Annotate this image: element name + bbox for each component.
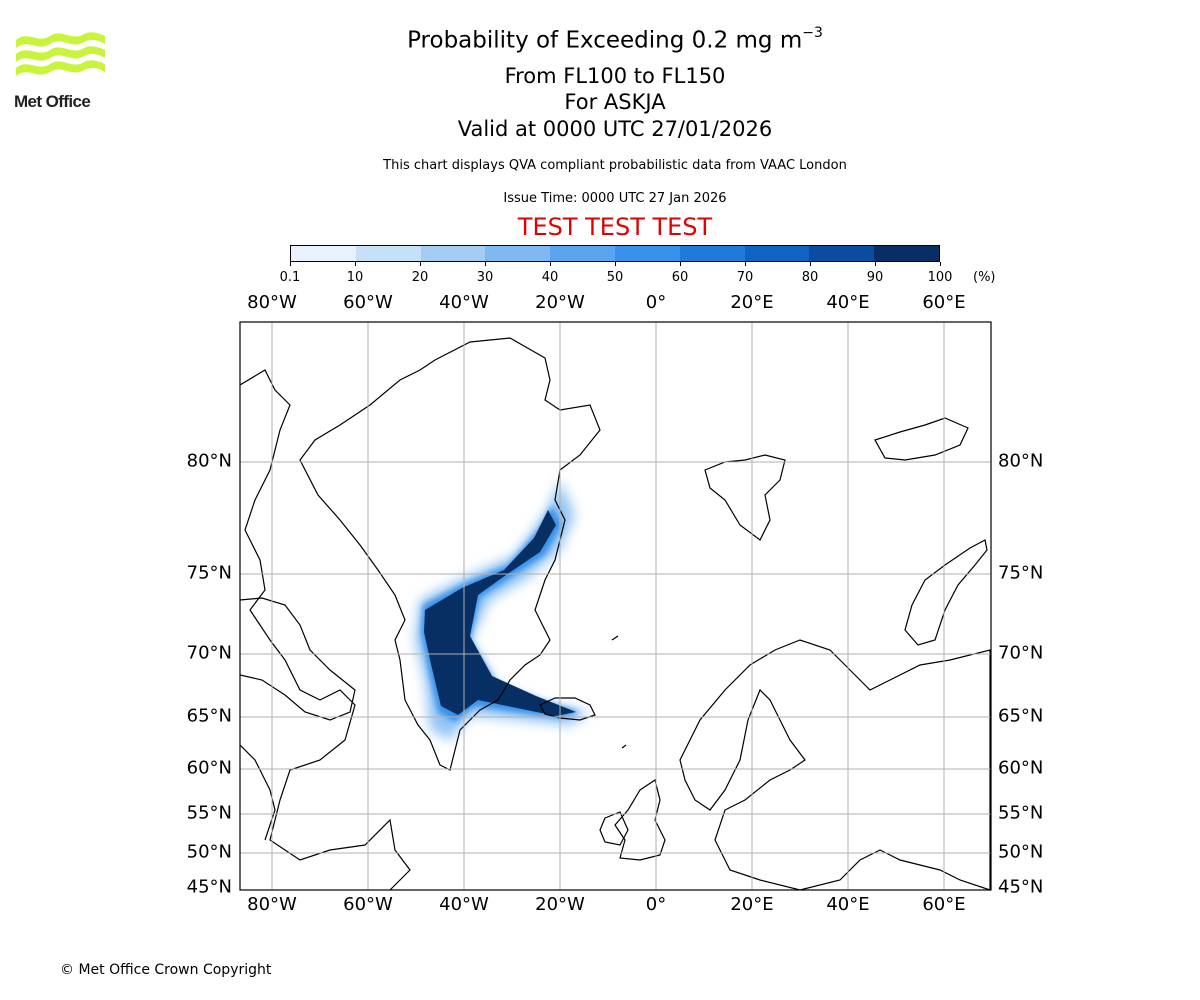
lat-label-right: 75°N bbox=[998, 562, 1044, 584]
ash-plume bbox=[415, 480, 590, 740]
colorbar-tick-label: 70 bbox=[736, 270, 754, 285]
lon-label-top: 0° bbox=[645, 292, 667, 313]
lat-label-right: 55°N bbox=[998, 802, 1044, 824]
lat-label-right: 60°N bbox=[998, 757, 1044, 779]
colorbar-tick-label: 0.1 bbox=[279, 270, 301, 285]
lon-label-bottom: 20°W bbox=[535, 894, 585, 915]
lat-label-right: 70°N bbox=[998, 642, 1044, 664]
lon-label-top: 60°E bbox=[922, 292, 966, 313]
colorbar-tick-mark bbox=[875, 262, 876, 266]
colorbar-segment bbox=[874, 246, 939, 261]
valid-time: Valid at 0000 UTC 27/01/2026 bbox=[457, 117, 773, 141]
copyright: © Met Office Crown Copyright bbox=[60, 962, 272, 978]
colorbar-segment bbox=[355, 246, 421, 261]
colorbar-segment bbox=[420, 246, 486, 261]
lon-label-bottom: 40°W bbox=[439, 894, 489, 915]
coast-svalbard bbox=[704, 454, 786, 541]
colorbar-tick-label: 60 bbox=[671, 270, 689, 285]
colorbar-segment bbox=[550, 246, 615, 261]
lon-label-bottom: 0° bbox=[645, 894, 667, 915]
colorbar-segment bbox=[809, 246, 875, 261]
met-office-logo: Met Office bbox=[14, 30, 106, 112]
coast-ireland bbox=[599, 811, 629, 846]
colorbar-segment bbox=[485, 246, 551, 261]
lon-label-bottom: 60°W bbox=[343, 894, 393, 915]
coast-franz-josef-land bbox=[874, 417, 969, 461]
lat-label-left: 60°N bbox=[186, 757, 232, 779]
lat-label-right: 50°N bbox=[998, 841, 1044, 863]
logo-text: Met Office bbox=[14, 92, 91, 111]
colorbar-segment bbox=[679, 246, 745, 261]
volcano-name: For ASKJA bbox=[564, 90, 666, 114]
colorbar-tick-label: 20 bbox=[411, 270, 429, 285]
colorbar-segment bbox=[744, 246, 810, 261]
colorbar-tick-label: 50 bbox=[606, 270, 624, 285]
lat-label-right: 45°N bbox=[998, 876, 1044, 898]
graticule bbox=[240, 322, 991, 890]
coast-great-britain bbox=[614, 779, 666, 861]
colorbar-unit: (%) bbox=[973, 270, 996, 285]
colorbar-tick-label: 80 bbox=[801, 270, 819, 285]
map-background bbox=[240, 322, 991, 890]
coast-jan-mayen bbox=[611, 635, 619, 641]
coast-canada bbox=[240, 369, 411, 890]
lat-label-left: 55°N bbox=[186, 802, 232, 824]
colorbar-tick-label: 10 bbox=[346, 270, 364, 285]
colorbar-tick-label: 90 bbox=[866, 270, 884, 285]
lon-label-bottom: 80°W bbox=[247, 894, 297, 915]
colorbar-tick-label: 40 bbox=[541, 270, 559, 285]
chart-title: Probability of Exceeding 0.2 mg m−3 bbox=[0, 25, 1200, 54]
coast-novaya-zemlya bbox=[904, 539, 988, 646]
test-banner: TEST TEST TEST bbox=[517, 213, 713, 241]
lat-label-left: 80°N bbox=[186, 450, 232, 472]
colorbar-tick-mark bbox=[355, 262, 356, 266]
coastlines bbox=[240, 337, 991, 890]
colorbar-tick-mark bbox=[420, 262, 421, 266]
colorbar-tick-label: 30 bbox=[476, 270, 494, 285]
lon-label-bottom: 20°E bbox=[730, 894, 774, 915]
chart-title-text: Probability of Exceeding 0.2 mg m bbox=[407, 27, 803, 54]
lon-label-top: 60°W bbox=[343, 292, 393, 313]
lat-label-left: 45°N bbox=[186, 876, 232, 898]
lat-label-left: 50°N bbox=[186, 841, 232, 863]
coast-iceland bbox=[539, 697, 596, 721]
lon-label-bottom: 40°E bbox=[826, 894, 870, 915]
colorbar-tick-mark bbox=[550, 262, 551, 266]
colorbar-segment bbox=[614, 246, 680, 261]
lat-label-left: 65°N bbox=[186, 705, 232, 727]
lat-label-right: 65°N bbox=[998, 705, 1044, 727]
lon-label-top: 40°E bbox=[826, 292, 870, 313]
lat-label-right: 80°N bbox=[998, 450, 1044, 472]
probability-colorbar bbox=[290, 245, 940, 262]
coast-faroe bbox=[621, 744, 627, 749]
colorbar-tick-mark bbox=[290, 262, 291, 266]
met-office-waves-icon bbox=[16, 32, 105, 76]
flight-level-range: From FL100 to FL150 bbox=[504, 64, 726, 88]
colorbar-tick-mark bbox=[485, 262, 486, 266]
colorbar-segment bbox=[291, 246, 356, 261]
lon-label-bottom: 60°E bbox=[922, 894, 966, 915]
lat-label-left: 75°N bbox=[186, 562, 232, 584]
lon-label-top: 20°E bbox=[730, 292, 774, 313]
colorbar-tick-mark bbox=[745, 262, 746, 266]
issue-time: Issue Time: 0000 UTC 27 Jan 2026 bbox=[503, 191, 727, 206]
colorbar-tick-label: 100 bbox=[927, 270, 953, 285]
lon-label-top: 80°W bbox=[247, 292, 297, 313]
chart-title-unit-exponent: −3 bbox=[802, 25, 823, 41]
colorbar-tick-mark bbox=[615, 262, 616, 266]
lat-label-left: 70°N bbox=[186, 642, 232, 664]
lon-label-top: 40°W bbox=[439, 292, 489, 313]
colorbar-tick-mark bbox=[940, 262, 941, 266]
coast-greenland bbox=[299, 337, 601, 771]
colorbar-tick-mark bbox=[680, 262, 681, 266]
coast-baffin-island bbox=[240, 597, 356, 721]
colorbar-tick-mark bbox=[810, 262, 811, 266]
coast-scandinavia bbox=[679, 639, 991, 890]
lon-label-top: 20°W bbox=[535, 292, 585, 313]
qva-note: This chart displays QVA compliant probab… bbox=[383, 158, 847, 173]
map-frame bbox=[239, 321, 992, 891]
